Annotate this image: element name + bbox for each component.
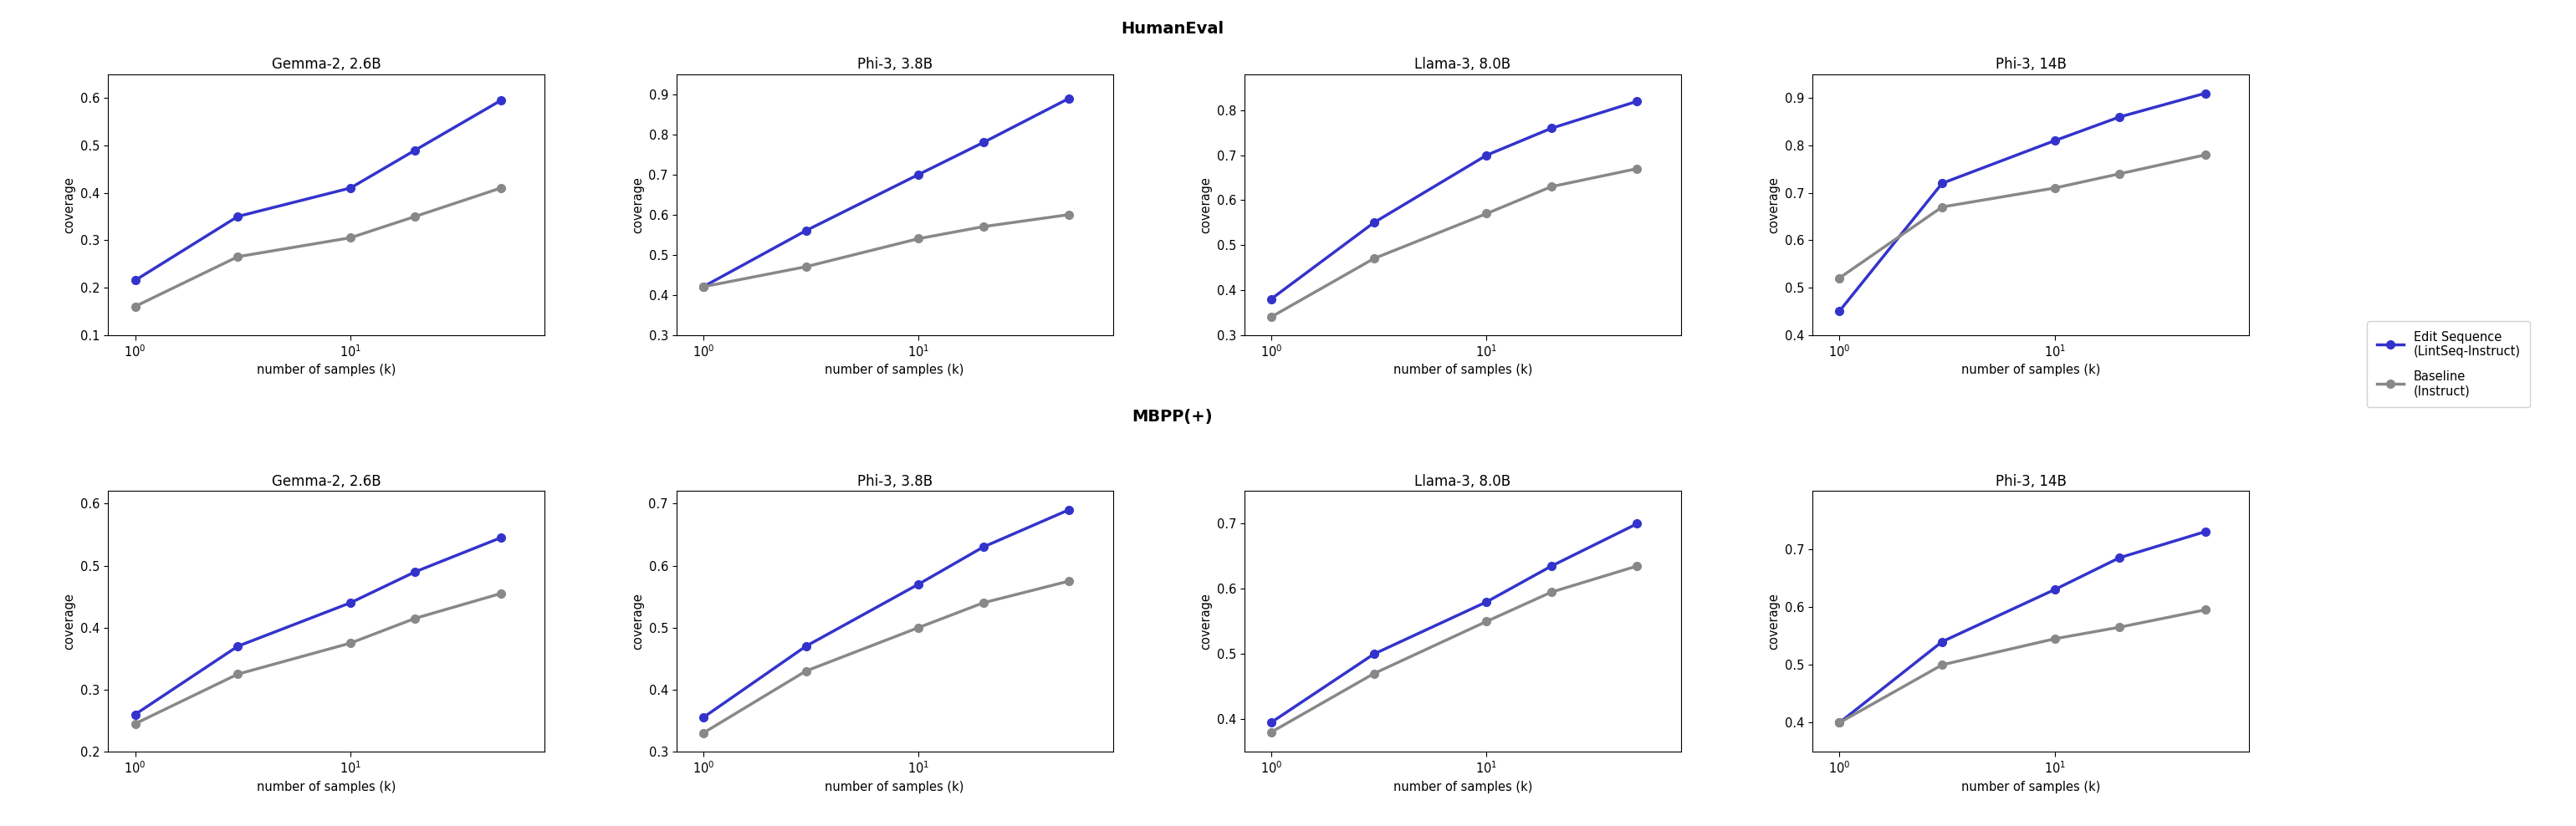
Title: Phi-3, 3.8B: Phi-3, 3.8B — [858, 473, 933, 489]
Title: Llama-3, 8.0B: Llama-3, 8.0B — [1414, 57, 1512, 72]
Text: MBPP(+): MBPP(+) — [1131, 409, 1213, 425]
Text: HumanEval: HumanEval — [1121, 21, 1224, 36]
X-axis label: number of samples (k): number of samples (k) — [824, 363, 963, 377]
Y-axis label: coverage: coverage — [1767, 176, 1780, 233]
X-axis label: number of samples (k): number of samples (k) — [1394, 781, 1533, 793]
Title: Llama-3, 8.0B: Llama-3, 8.0B — [1414, 473, 1512, 489]
X-axis label: number of samples (k): number of samples (k) — [824, 781, 963, 793]
Y-axis label: coverage: coverage — [64, 593, 75, 650]
Title: Phi-3, 14B: Phi-3, 14B — [1996, 57, 2066, 72]
Y-axis label: coverage: coverage — [64, 176, 75, 233]
Title: Phi-3, 3.8B: Phi-3, 3.8B — [858, 57, 933, 72]
Y-axis label: coverage: coverage — [1200, 176, 1211, 233]
X-axis label: number of samples (k): number of samples (k) — [1394, 363, 1533, 377]
X-axis label: number of samples (k): number of samples (k) — [258, 363, 397, 377]
Title: Phi-3, 14B: Phi-3, 14B — [1996, 473, 2066, 489]
Y-axis label: coverage: coverage — [1767, 593, 1780, 650]
Legend: Edit Sequence
(LintSeq-Instruct), Baseline
(Instruct): Edit Sequence (LintSeq-Instruct), Baseli… — [2367, 321, 2530, 407]
Y-axis label: coverage: coverage — [631, 176, 644, 233]
Title: Gemma-2, 2.6B: Gemma-2, 2.6B — [273, 57, 381, 72]
X-axis label: number of samples (k): number of samples (k) — [1960, 781, 2099, 793]
Title: Gemma-2, 2.6B: Gemma-2, 2.6B — [273, 473, 381, 489]
Y-axis label: coverage: coverage — [1200, 593, 1211, 650]
X-axis label: number of samples (k): number of samples (k) — [258, 781, 397, 793]
X-axis label: number of samples (k): number of samples (k) — [1960, 363, 2099, 377]
Y-axis label: coverage: coverage — [631, 593, 644, 650]
